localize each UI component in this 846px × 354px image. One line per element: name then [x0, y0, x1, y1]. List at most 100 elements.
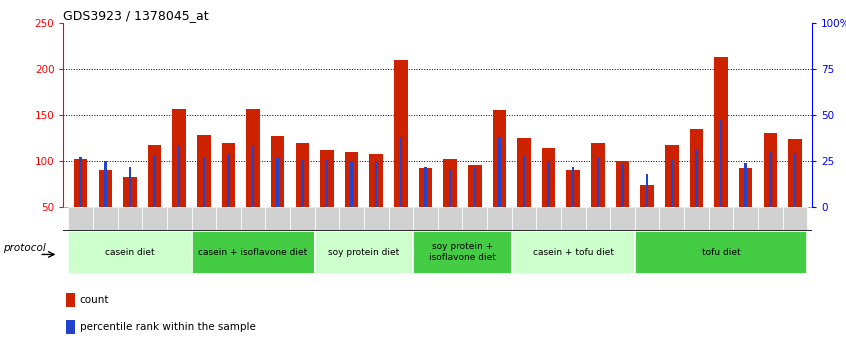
Bar — [153, 155, 156, 207]
Bar — [769, 152, 772, 207]
Bar — [621, 163, 624, 207]
Bar — [246, 109, 260, 253]
Bar — [388, 207, 413, 230]
Bar — [794, 154, 796, 207]
Bar — [567, 170, 580, 253]
Bar — [65, 320, 74, 334]
Bar — [315, 207, 339, 230]
Bar — [684, 207, 709, 230]
Bar — [339, 207, 364, 230]
Text: soy protein +
isoflavone diet: soy protein + isoflavone diet — [429, 242, 496, 262]
Bar — [266, 207, 290, 230]
Text: soy protein diet: soy protein diet — [328, 248, 399, 257]
Bar — [640, 185, 654, 253]
Bar — [536, 207, 561, 230]
Bar — [413, 207, 437, 230]
Bar — [474, 169, 476, 207]
Bar — [191, 230, 315, 274]
Bar — [216, 207, 241, 230]
Bar — [646, 174, 648, 207]
Bar — [498, 137, 501, 207]
Bar — [93, 207, 118, 230]
Text: protocol: protocol — [3, 243, 46, 253]
Bar — [394, 60, 408, 253]
Bar — [124, 177, 137, 253]
Bar — [634, 230, 807, 274]
Text: percentile rank within the sample: percentile rank within the sample — [80, 322, 255, 332]
Bar — [320, 150, 334, 253]
Bar — [80, 158, 82, 207]
Bar — [783, 207, 807, 230]
Bar — [512, 230, 634, 274]
Bar — [375, 161, 377, 207]
Bar — [178, 146, 180, 207]
Bar — [689, 129, 703, 253]
Bar — [517, 138, 530, 253]
Bar — [596, 158, 599, 207]
Bar — [788, 139, 802, 253]
Bar — [541, 148, 556, 253]
Text: GDS3923 / 1378045_at: GDS3923 / 1378045_at — [63, 9, 209, 22]
Bar — [142, 207, 167, 230]
Bar — [252, 146, 255, 207]
Bar — [463, 207, 487, 230]
Bar — [487, 207, 512, 230]
Bar — [326, 159, 328, 207]
Bar — [714, 57, 728, 253]
Bar — [561, 207, 585, 230]
Bar — [202, 158, 205, 207]
Bar — [733, 207, 758, 230]
Bar — [148, 145, 162, 253]
Bar — [468, 165, 481, 253]
Bar — [222, 143, 235, 253]
Bar — [228, 154, 229, 207]
Bar — [585, 207, 610, 230]
Text: count: count — [80, 295, 109, 306]
Bar — [173, 109, 186, 253]
Bar — [118, 207, 142, 230]
Bar — [492, 110, 506, 253]
Bar — [634, 207, 660, 230]
Bar — [167, 207, 191, 230]
Bar — [315, 230, 413, 274]
Text: casein + tofu diet: casein + tofu diet — [533, 248, 613, 257]
Bar — [104, 161, 107, 207]
Bar — [665, 144, 678, 253]
Bar — [277, 158, 279, 207]
Bar — [350, 161, 353, 207]
Bar — [739, 167, 752, 253]
Bar — [271, 136, 284, 253]
Bar — [547, 161, 550, 207]
Text: tofu diet: tofu diet — [701, 248, 740, 257]
Bar — [129, 167, 131, 207]
Bar — [512, 207, 536, 230]
Bar — [197, 135, 211, 253]
Bar — [241, 207, 266, 230]
Bar — [69, 207, 93, 230]
Text: casein diet: casein diet — [105, 248, 155, 257]
Bar — [764, 133, 777, 253]
Bar — [671, 159, 673, 207]
Text: casein + isoflavone diet: casein + isoflavone diet — [199, 248, 308, 257]
Bar — [709, 207, 733, 230]
Bar — [660, 207, 684, 230]
Bar — [695, 150, 698, 207]
Bar — [572, 167, 574, 207]
Bar — [610, 207, 634, 230]
Bar — [65, 293, 74, 307]
Bar — [364, 207, 388, 230]
Bar — [419, 167, 432, 253]
Bar — [523, 155, 525, 207]
Bar — [69, 230, 191, 274]
Bar — [399, 137, 402, 207]
Bar — [616, 161, 629, 253]
Bar — [438, 207, 463, 230]
Bar — [370, 154, 383, 253]
Bar — [301, 159, 304, 207]
Bar — [591, 143, 605, 253]
Bar — [290, 207, 315, 230]
Bar — [98, 170, 112, 253]
Bar — [191, 207, 216, 230]
Bar — [345, 152, 359, 253]
Bar — [413, 230, 512, 274]
